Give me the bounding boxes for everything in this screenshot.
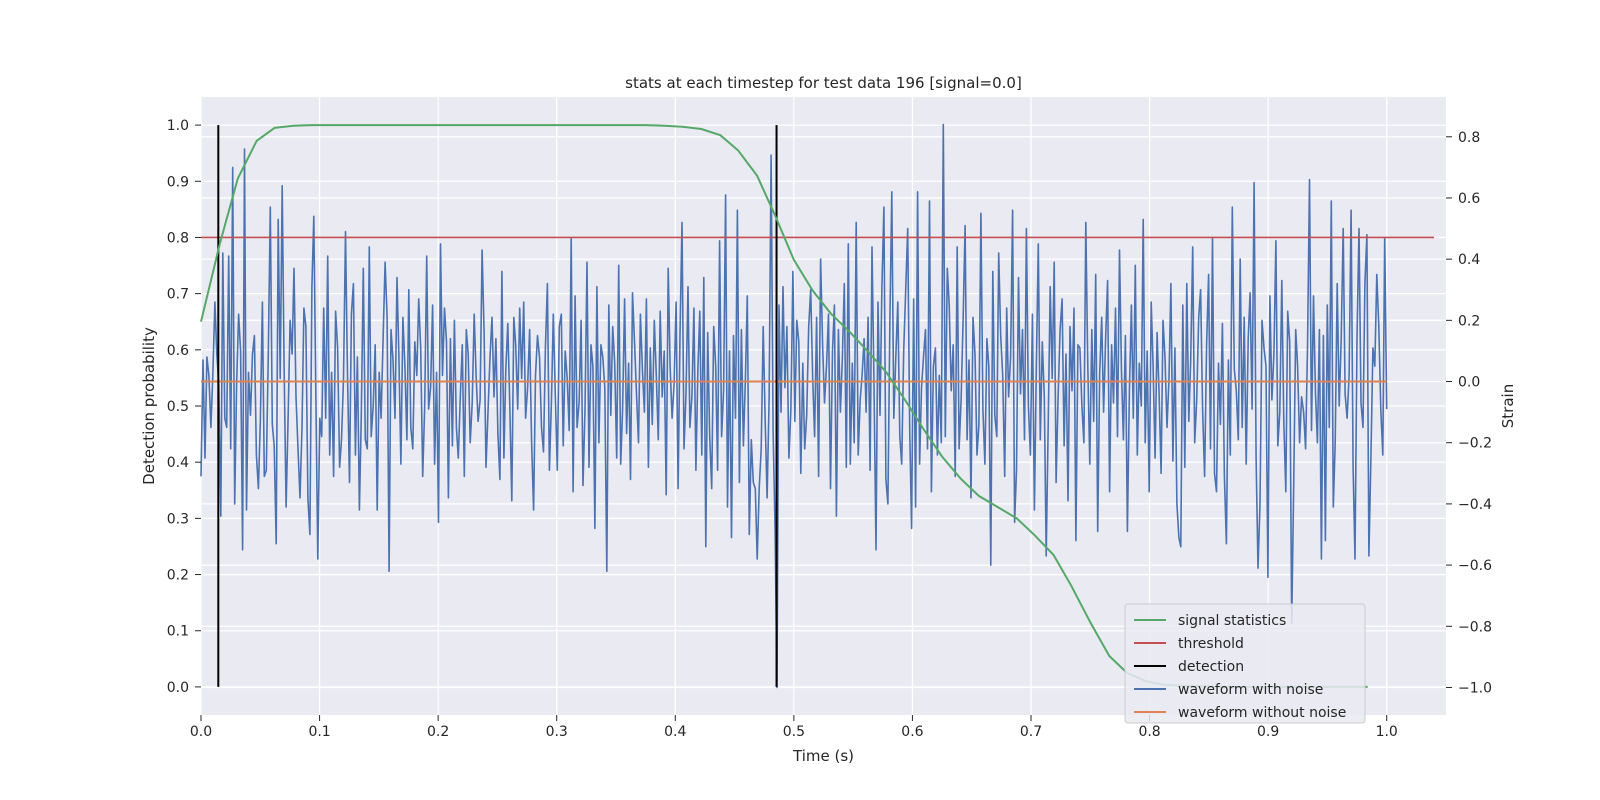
legend-label: waveform without noise — [1178, 705, 1346, 721]
y-tick-label: 0.3 — [167, 511, 189, 527]
x-tick-label: 1.0 — [1376, 724, 1398, 740]
x-tick-label: 0.8 — [1138, 724, 1160, 740]
y-tick-label: 0.8 — [167, 230, 189, 246]
x-tick-label: 0.5 — [783, 724, 805, 740]
y2-tick-label: 0.4 — [1458, 252, 1480, 268]
y-tick-label: 1.0 — [167, 118, 189, 134]
y2-tick-label: 0.2 — [1458, 313, 1480, 329]
y-axis-title: Detection probability — [140, 327, 158, 485]
y2-axis-title: Strain — [1499, 384, 1517, 428]
series-line-waveform-with-noise — [200, 123, 1388, 689]
y-tick-label: 0.9 — [167, 174, 189, 190]
legend: signal statistics threshold detection wavef… — [1124, 603, 1366, 724]
x-tick-label: 0.9 — [1257, 724, 1279, 740]
legend-label: waveform with noise — [1178, 682, 1323, 698]
legend-label: detection — [1178, 659, 1244, 675]
x-tick-label: 0.0 — [190, 724, 212, 740]
y2-tick-label: 0.0 — [1458, 375, 1480, 391]
y-tick-label: 0.1 — [167, 624, 189, 640]
x-tick-label: 0.7 — [1020, 724, 1042, 740]
x-axis-title: Time (s) — [792, 747, 854, 765]
y-tick-label: 0.2 — [167, 568, 189, 584]
legend-label: threshold — [1178, 636, 1244, 652]
x-tick-label: 0.6 — [901, 724, 923, 740]
y-tick-label: 0.5 — [167, 399, 189, 415]
x-tick-label: 0.2 — [427, 724, 449, 740]
y2-tick-label: −0.4 — [1458, 497, 1492, 513]
y2-tick-label: 0.6 — [1458, 191, 1480, 207]
y-tick-label: 0.7 — [167, 287, 189, 303]
y2-tick-label: −0.6 — [1458, 558, 1492, 574]
y-tick-label: 0.4 — [167, 455, 189, 471]
y2-tick-label: −0.8 — [1458, 619, 1492, 635]
legend-box — [1124, 603, 1366, 724]
x-tick-label: 0.3 — [546, 724, 568, 740]
x-tick-label: 0.1 — [308, 724, 330, 740]
y2-tick-label: −1.0 — [1458, 680, 1492, 696]
y-tick-label: 0.0 — [167, 680, 189, 696]
y-tick-label: 0.6 — [167, 343, 189, 359]
x-tick-label: 0.4 — [664, 724, 686, 740]
legend-label: signal statistics — [1178, 613, 1286, 629]
ticks: 0.0 0.1 0.2 0.3 0.4 0.5 0.6 0.7 0.8 0.9 1.0 0.0 0.1 0… — [167, 118, 1492, 740]
chart-title: stats at each timestep for test data 196… — [625, 74, 1022, 92]
y2-tick-label: 0.8 — [1458, 130, 1480, 146]
y2-tick-label: −0.2 — [1458, 436, 1492, 452]
